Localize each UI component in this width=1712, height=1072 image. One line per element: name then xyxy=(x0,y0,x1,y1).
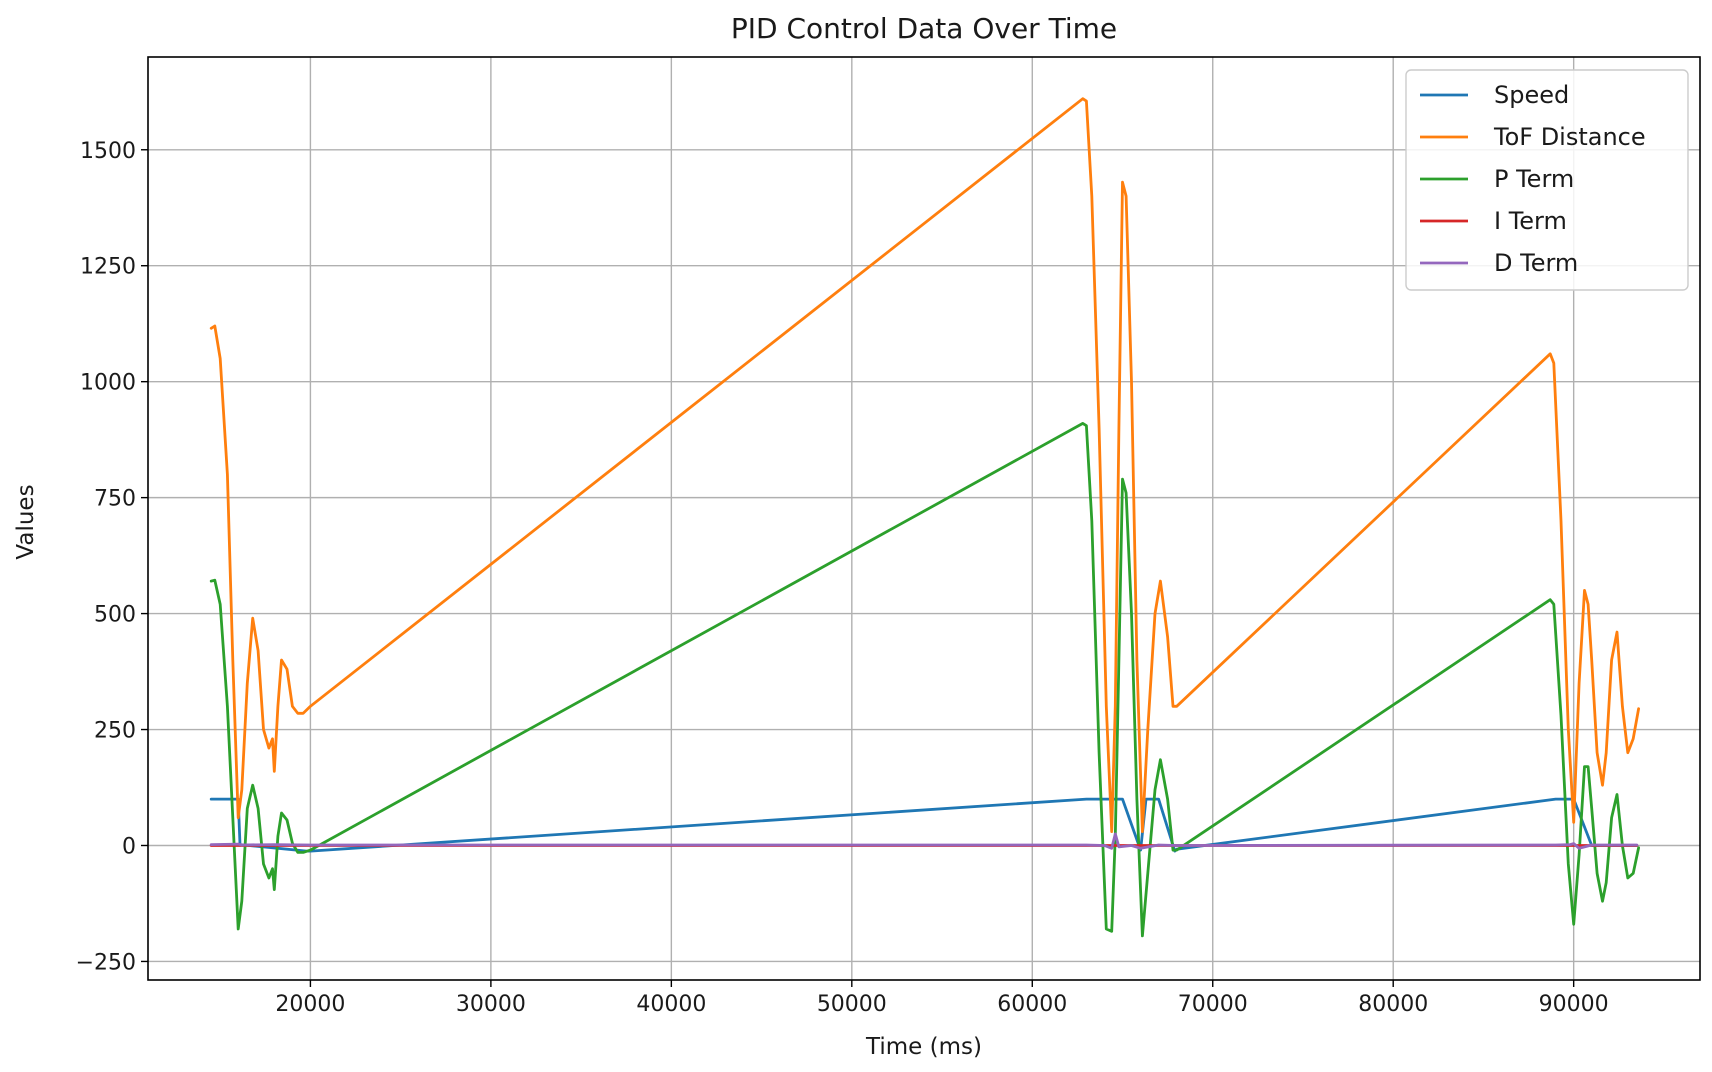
chart-title: PID Control Data Over Time xyxy=(731,12,1117,45)
x-axis-title: Time (ms) xyxy=(865,1034,982,1060)
x-tick-label: 90000 xyxy=(1539,992,1609,1017)
y-tick-label: −250 xyxy=(76,950,136,975)
y-tick-label: 250 xyxy=(94,719,136,744)
legend-label: D Term xyxy=(1494,249,1578,277)
legend-label: Speed xyxy=(1494,81,1569,109)
x-tick-label: 30000 xyxy=(456,992,526,1017)
legend: Speed ToF Distance P Term I Term D Term xyxy=(1405,69,1689,291)
legend-box xyxy=(1405,69,1689,291)
x-tick-label: 50000 xyxy=(817,992,887,1017)
series-line-tof-distance xyxy=(209,97,1640,833)
y-tick-label: 1500 xyxy=(80,139,136,164)
y-tick-label: 750 xyxy=(94,487,136,512)
y-tick-label: 0 xyxy=(122,834,136,859)
plot-series xyxy=(209,97,1640,938)
x-tick-label: 40000 xyxy=(636,992,706,1017)
plot-area-frame xyxy=(147,56,1701,981)
y-tick-label: 1000 xyxy=(80,371,136,396)
x-tick-label: 60000 xyxy=(997,992,1067,1017)
y-axis-title: Values xyxy=(13,484,39,559)
series-line-p-term xyxy=(209,421,1640,938)
series-line-d-term xyxy=(209,832,1639,850)
legend-label: P Term xyxy=(1494,165,1574,193)
legend-label: ToF Distance xyxy=(1493,123,1646,151)
axis-ticks: 20000 30000 40000 50000 60000 70000 80000 90000… xyxy=(76,139,1609,1017)
x-tick-label: 80000 xyxy=(1358,992,1428,1017)
x-tick-label: 20000 xyxy=(275,992,345,1017)
y-tick-label: 1250 xyxy=(80,255,136,280)
y-tick-label: 500 xyxy=(94,603,136,628)
x-tick-label: 70000 xyxy=(1178,992,1248,1017)
legend-label: I Term xyxy=(1494,207,1567,235)
